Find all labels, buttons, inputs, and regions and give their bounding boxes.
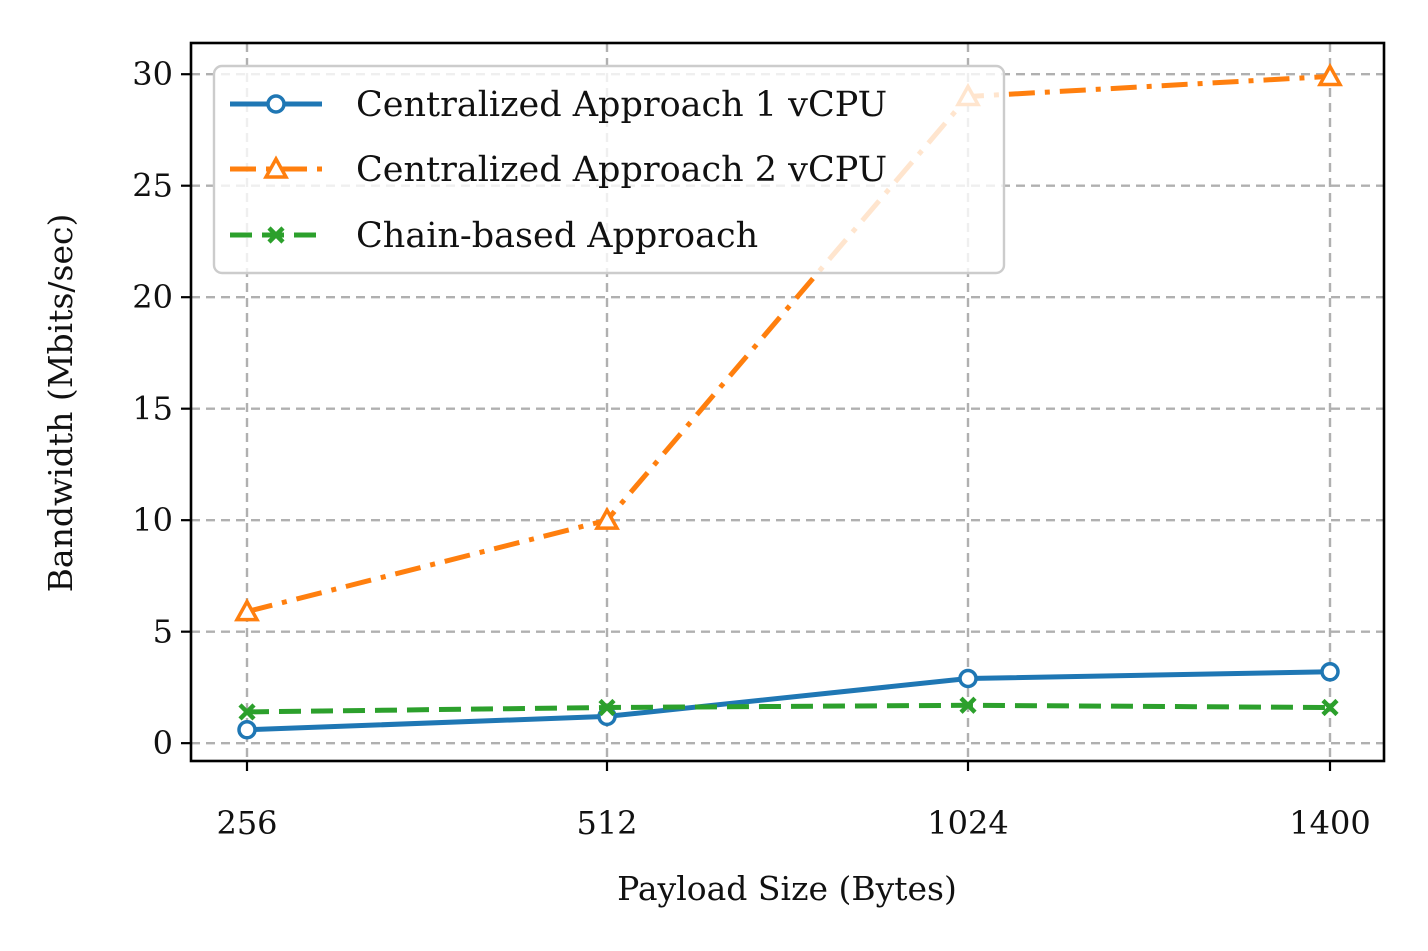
series-2-point-256 [234,597,260,622]
series-1-line [246,669,1331,733]
x-tick-label-256: 256 [216,804,277,842]
series-2-point-512 [594,506,620,530]
series-1-point-256 [237,720,257,740]
series-2-point-1400 [1317,62,1343,87]
y-tick-label-20: 20 [132,278,173,316]
series-2-line [246,73,1331,615]
series-1-point-1400 [1320,662,1340,682]
series-1-point-1024 [958,668,978,689]
legend-item-3: Chain-based Approach [230,216,758,256]
y-tick-label-25: 25 [132,167,173,205]
y-tick-label-30: 30 [132,55,173,93]
series-3-point-1400 [1321,698,1339,717]
series-1 [237,662,1340,740]
series-3-point-512 [598,698,616,717]
x-tick-label-512: 512 [576,804,637,842]
legend-item-1: Centralized Approach 1 vCPU [230,85,887,125]
series-3-point-1024 [959,696,977,714]
series-3-line [246,702,1331,715]
y-tick-label-15: 15 [132,390,173,428]
legend-box [212,64,1006,275]
series-3 [238,696,1339,721]
x-tick-label-1024: 1024 [927,804,1008,842]
axes [189,41,1386,763]
legend-item-2: Centralized Approach 2 vCPU [230,150,887,190]
legend-label: Centralized Approach 2 vCPU [356,150,887,190]
y-tick-label-5: 5 [153,613,173,651]
y-axis-label: Bandwidth (Mbits/sec) [41,214,80,593]
legend: Centralized Approach 1 vCPU Centralized A… [212,64,1006,275]
series-3-point-256 [238,703,256,721]
axis-ticks: 256 512 1024 1400 0 5 10 15 20 25 30 [132,55,1370,842]
plot-frame [189,41,1386,763]
legend-swatch-marker [267,226,285,244]
y-tick-label-0: 0 [153,724,173,762]
x-tick-label-1400: 1400 [1289,804,1370,842]
legend-label: Chain-based Approach [356,216,758,256]
legend-swatch-marker [263,155,289,179]
x-axis-label: Payload Size (Bytes) [617,869,957,908]
y-tick-label-10: 10 [132,501,173,539]
legend-label: Centralized Approach 1 vCPU [356,85,887,125]
legend-swatch-marker [266,94,286,114]
